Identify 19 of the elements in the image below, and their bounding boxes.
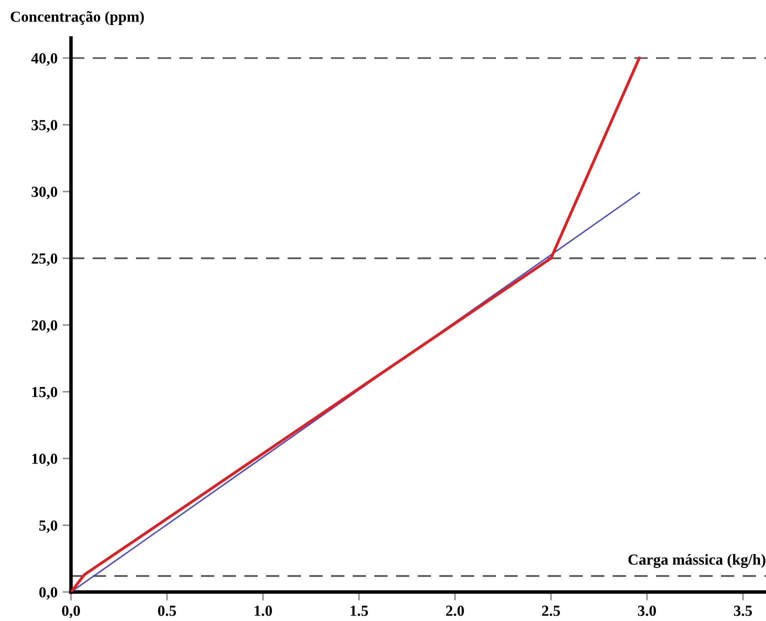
y-tick-label: 5,0 [39,520,58,533]
y-tick-label: 20,0 [32,320,58,333]
x-tick-label: 3.0 [638,606,656,616]
y-tick-label: 35,0 [32,120,58,132]
y-tick-label: 15,0 [32,386,58,400]
x-tick-label: 0.5 [158,606,176,616]
x-tick-label: 0,0 [62,606,80,618]
y-tick-label: 30,0 [32,186,58,200]
y-tick-label: 10,0 [32,454,58,466]
y-tick-label: 25,0 [32,253,58,266]
x-tick-label: 2.0 [446,606,464,616]
x-tick-label: 1.0 [254,606,272,616]
x-tick-label: 1.5 [350,606,368,616]
y-tick-label: 0,0 [39,587,58,600]
y-axis-title: Concentração (ppm) [10,11,144,25]
y-tick-label: 40,0 [31,53,58,66]
x-axis-title: Carga mássica (kg/h) [628,554,766,568]
x-tick-label: 2.5 [542,606,560,616]
x-tick-label: 3.5 [734,606,752,616]
